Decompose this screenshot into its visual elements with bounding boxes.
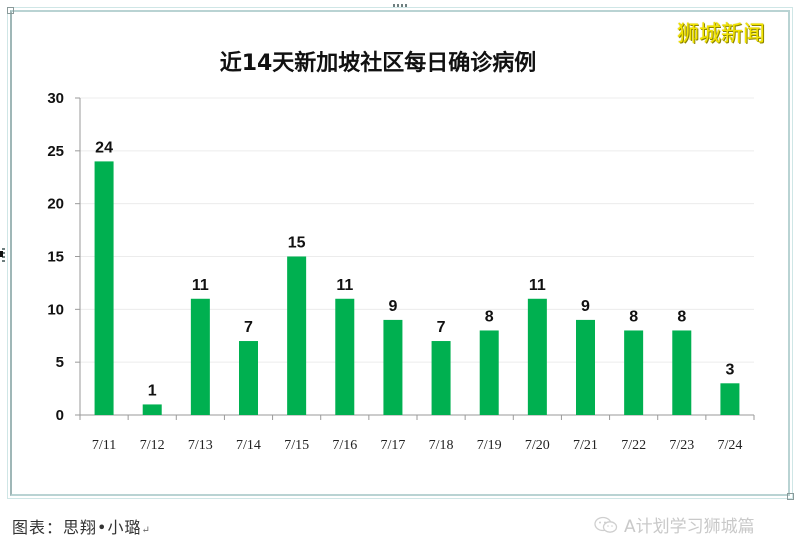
y-tick-label: 30	[47, 90, 64, 107]
x-tick-label: 7/19	[477, 438, 502, 453]
x-tick-label: 7/23	[669, 438, 694, 453]
data-label: 8	[485, 308, 494, 325]
data-label: 1	[148, 382, 157, 399]
wechat-icon	[594, 516, 618, 534]
y-tick-label: 15	[47, 249, 64, 266]
bar	[624, 330, 644, 415]
x-tick-label: 7/24	[717, 438, 742, 453]
chart-caption: 图表：思翔•小璐↵	[12, 514, 151, 538]
bar	[479, 330, 499, 415]
bar	[190, 298, 210, 415]
data-label: 9	[388, 298, 397, 315]
bar	[527, 298, 547, 415]
x-tick-label: 7/15	[284, 438, 309, 453]
bar-chart: 0 5 10 15 20 25 30 24 7/11 1 7/12 11 7/13 7 7/14 15 7/15…	[47, 90, 755, 453]
y-tick-label: 10	[47, 301, 64, 318]
caption-text: 图表：思翔•小璐	[12, 518, 142, 537]
bar	[142, 404, 162, 415]
data-label: 3	[725, 361, 734, 378]
data-label: 11	[529, 277, 546, 294]
resize-handle-top[interactable]	[393, 4, 407, 7]
data-label: 7	[244, 319, 253, 336]
chart-frame-outer	[7, 7, 793, 499]
x-tick-label: 7/16	[332, 438, 357, 453]
data-label: 8	[629, 308, 638, 325]
return-mark: ↵	[141, 525, 151, 536]
y-tick-label: 5	[56, 354, 64, 371]
x-tick-label: 7/20	[525, 438, 550, 453]
x-tick-label: 7/21	[573, 438, 598, 453]
source-credit: A计划学习狮城篇	[594, 512, 755, 537]
y-tick-label: 0	[56, 407, 64, 424]
x-tick-label: 7/13	[188, 438, 213, 453]
chart-title: 近14天新加坡社区每日确诊病例	[219, 51, 537, 76]
bar	[94, 161, 114, 415]
y-tick-label: 20	[47, 196, 64, 213]
bar	[383, 319, 403, 415]
bar	[335, 298, 355, 415]
x-tick-label: 7/11	[92, 438, 116, 453]
resize-handle-left[interactable]	[2, 248, 5, 262]
x-tick-label: 7/22	[621, 438, 646, 453]
x-tick-label: 7/17	[380, 438, 405, 453]
x-tick-label: 7/12	[140, 438, 165, 453]
credit-text: A计划学习狮城篇	[624, 517, 755, 537]
data-label: 9	[581, 298, 590, 315]
bar	[720, 383, 740, 415]
data-label: 15	[288, 235, 306, 252]
data-label: 11	[336, 277, 353, 294]
y-tick-label: 25	[47, 143, 64, 160]
data-label: 8	[677, 308, 686, 325]
resize-handle-top-left[interactable]	[7, 7, 14, 14]
bar	[239, 341, 258, 415]
bar	[287, 256, 307, 415]
watermark-text: 狮城新闻	[677, 22, 766, 47]
x-tick-label: 7/14	[236, 438, 261, 453]
data-label: 11	[192, 277, 209, 294]
x-tick-label: 7/18	[429, 438, 454, 453]
anchor-marker	[0, 251, 3, 257]
data-label: 7	[437, 319, 446, 336]
bar	[672, 330, 692, 415]
data-label: 24	[95, 139, 113, 156]
bar	[431, 341, 451, 415]
bar	[576, 319, 595, 415]
resize-handle-bottom-right[interactable]	[787, 493, 794, 500]
